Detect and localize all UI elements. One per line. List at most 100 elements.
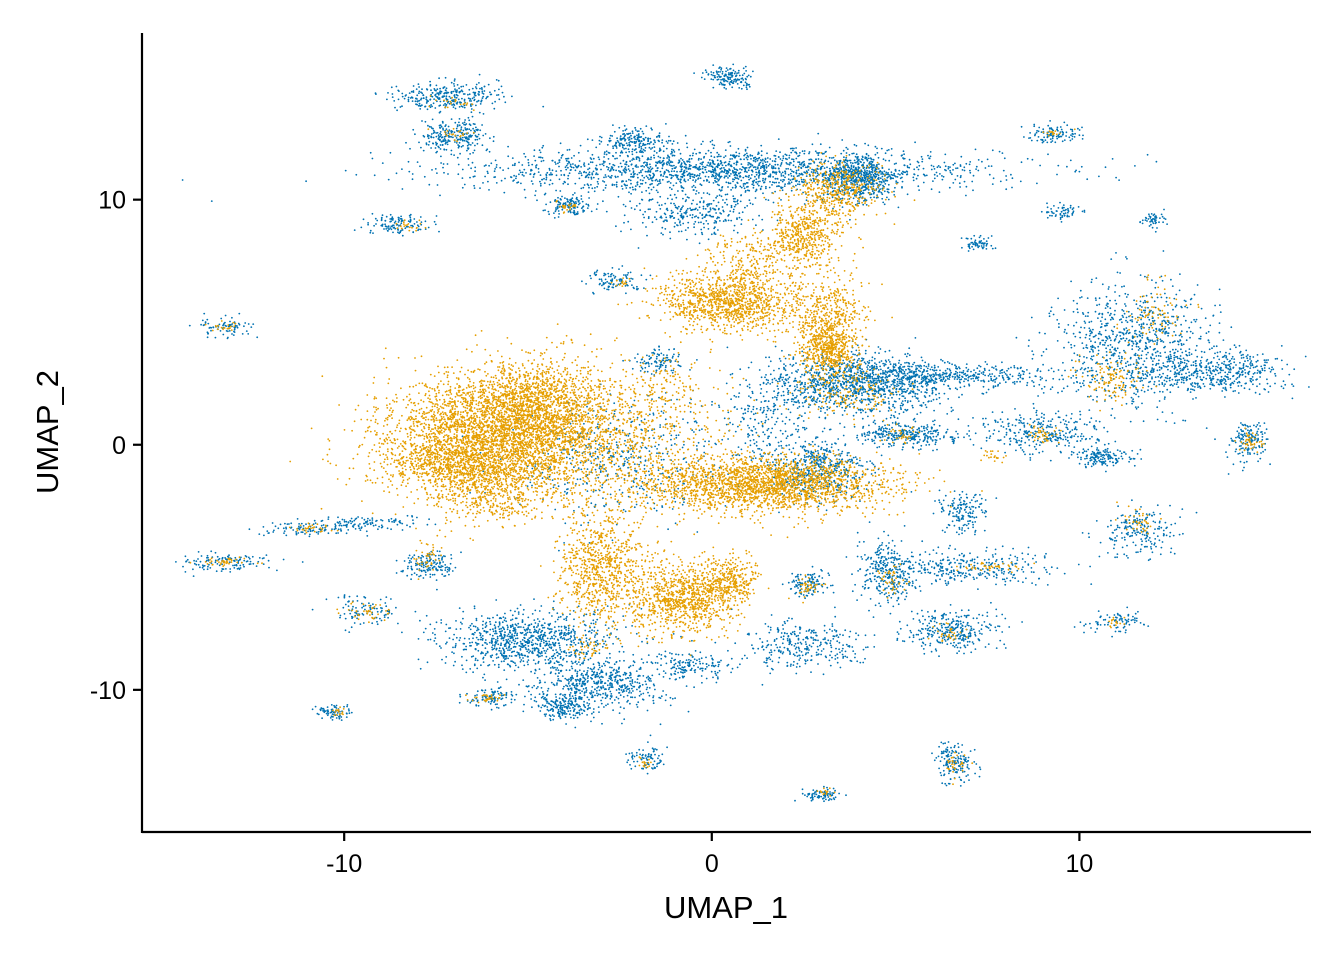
data-point xyxy=(730,204,733,207)
data-point xyxy=(883,170,886,173)
data-point xyxy=(392,217,394,220)
data-point xyxy=(613,164,616,167)
data-point xyxy=(786,387,789,390)
data-point xyxy=(795,147,797,149)
data-point xyxy=(749,202,752,205)
data-point xyxy=(926,367,929,370)
data-point xyxy=(1002,169,1005,172)
data-point xyxy=(561,208,564,211)
data-point xyxy=(444,76,447,79)
data-point xyxy=(730,189,732,191)
data-point xyxy=(641,165,644,167)
data-point xyxy=(454,88,456,91)
data-point xyxy=(897,173,900,175)
data-point xyxy=(629,179,632,182)
data-point xyxy=(863,175,866,177)
data-point xyxy=(390,220,392,223)
data-point xyxy=(701,163,703,166)
data-point xyxy=(911,395,914,398)
data-point xyxy=(904,353,907,356)
data-point xyxy=(727,186,729,188)
data-point xyxy=(1070,134,1072,137)
data-point xyxy=(693,189,695,191)
data-point xyxy=(786,163,789,165)
data-point xyxy=(774,345,777,348)
data-point xyxy=(686,215,689,218)
data-point xyxy=(588,167,591,170)
data-point xyxy=(669,214,671,217)
data-point xyxy=(403,97,406,100)
data-point xyxy=(602,162,605,164)
data-point xyxy=(798,183,801,186)
data-point xyxy=(536,199,538,202)
data-point xyxy=(818,151,820,154)
data-point xyxy=(440,125,443,128)
data-point xyxy=(426,108,429,111)
data-point xyxy=(806,166,809,169)
data-point xyxy=(665,147,668,150)
data-point xyxy=(883,190,886,193)
data-point xyxy=(790,162,792,164)
data-point xyxy=(842,394,845,397)
data-point xyxy=(760,401,763,403)
data-point xyxy=(657,191,659,194)
data-point xyxy=(640,145,643,148)
data-point xyxy=(620,165,623,168)
data-point xyxy=(651,221,654,224)
data-point xyxy=(480,87,483,89)
data-point xyxy=(952,409,954,411)
data-point xyxy=(902,395,905,398)
data-point xyxy=(724,175,726,178)
data-point xyxy=(1072,133,1074,136)
data-point xyxy=(698,206,701,209)
data-point xyxy=(398,232,401,235)
data-point xyxy=(871,359,873,362)
data-point xyxy=(669,182,672,184)
data-point xyxy=(880,173,882,175)
data-point xyxy=(585,203,588,206)
data-point xyxy=(412,128,415,131)
data-point xyxy=(597,178,600,180)
data-point xyxy=(728,168,730,171)
data-point xyxy=(583,163,585,166)
data-point xyxy=(548,167,551,170)
data-point xyxy=(1060,210,1063,213)
data-point xyxy=(636,181,639,184)
data-point xyxy=(232,334,235,336)
data-point xyxy=(626,274,629,276)
data-point xyxy=(890,173,893,176)
data-point xyxy=(684,134,687,137)
data-point xyxy=(903,157,906,160)
data-point xyxy=(651,179,653,182)
data-point xyxy=(542,209,545,212)
data-point xyxy=(636,183,639,186)
data-point xyxy=(746,385,749,388)
data-point xyxy=(882,158,885,161)
data-point xyxy=(675,182,678,185)
data-point xyxy=(430,89,432,92)
data-point xyxy=(439,131,442,133)
data-point xyxy=(572,193,574,196)
data-point xyxy=(713,74,716,77)
data-point xyxy=(610,174,613,177)
data-point xyxy=(635,166,638,168)
data-point xyxy=(908,347,911,350)
data-point xyxy=(548,213,550,216)
data-point xyxy=(780,173,783,175)
data-point xyxy=(702,165,704,168)
data-point xyxy=(563,180,566,183)
data-point xyxy=(906,408,909,411)
data-point xyxy=(857,162,860,165)
data-point xyxy=(557,210,560,212)
data-point xyxy=(885,417,888,420)
data-point xyxy=(645,226,647,228)
data-point xyxy=(733,224,736,227)
data-point xyxy=(596,180,599,183)
data-point xyxy=(735,185,737,188)
data-point xyxy=(872,185,875,188)
data-point xyxy=(738,74,741,77)
data-point xyxy=(880,368,882,371)
data-point xyxy=(683,178,686,181)
data-point xyxy=(625,169,628,172)
data-point xyxy=(762,177,764,180)
